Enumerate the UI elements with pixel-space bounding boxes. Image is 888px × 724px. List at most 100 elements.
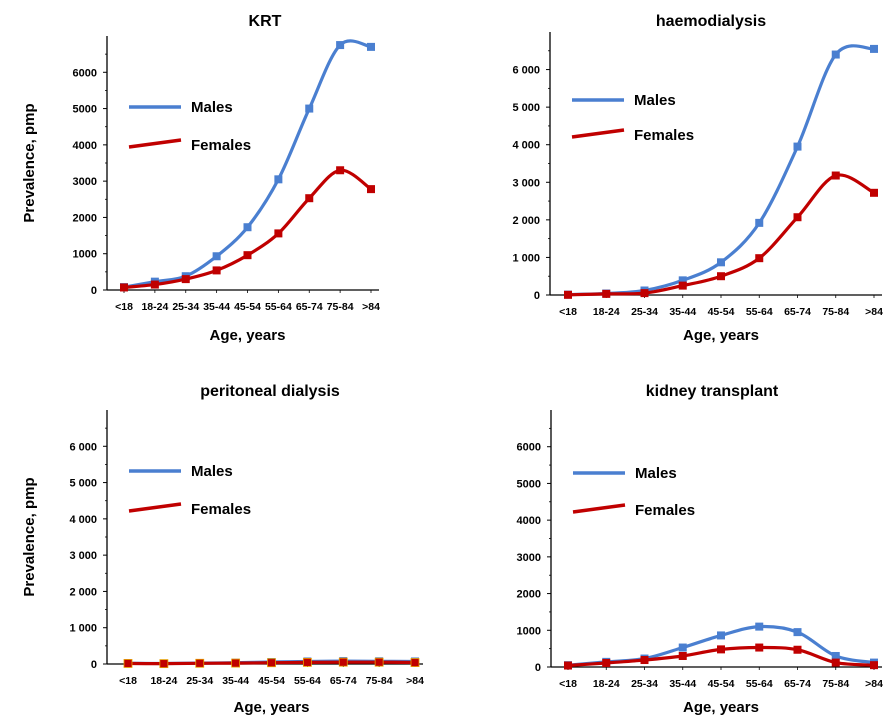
data-point-females — [302, 657, 312, 667]
data-point-females — [793, 213, 802, 222]
y-tick-label: 1 000 — [512, 252, 540, 264]
x-tick-label: 45-54 — [234, 301, 261, 313]
data-point-males — [336, 41, 345, 50]
data-point-females — [212, 266, 221, 275]
data-point-females — [267, 658, 276, 668]
legend-label-males: Males — [634, 92, 676, 109]
data-point-females — [717, 645, 725, 654]
data-point-males — [793, 628, 802, 637]
x-tick-label: >84 — [865, 678, 883, 690]
x-tick-label: >84 — [406, 675, 424, 687]
x-tick-label: 65-74 — [296, 301, 323, 313]
x-axis-label: Age, years — [683, 699, 759, 716]
series-line-males — [567, 44, 875, 297]
x-tick-label: 18-24 — [593, 306, 620, 318]
y-tick-label: 3000 — [517, 552, 541, 564]
y-axis-label: Prevalence, pmp — [21, 103, 38, 222]
x-tick-label: 75-84 — [366, 675, 393, 687]
data-point-females — [243, 251, 252, 260]
panel-3: peritoneal dialysis 0 1 000 2 000 3 000 4 000… — [21, 383, 424, 716]
y-tick-label: 3 000 — [512, 177, 540, 189]
panel-4: kidney transplant 0 1000 2000 3000 4000 5000 60… — [517, 383, 884, 716]
y-tick-label: 3000 — [73, 176, 97, 188]
data-point-females — [678, 651, 687, 660]
y-tick-label: 5 000 — [69, 478, 97, 490]
data-point-females — [159, 659, 169, 669]
x-tick-label: 35-44 — [669, 678, 696, 690]
data-point-females — [120, 283, 128, 292]
y-tick-label: 2000 — [73, 212, 97, 224]
data-point-females — [367, 185, 375, 194]
x-tick-label: >84 — [865, 306, 883, 318]
data-point-females — [195, 658, 205, 668]
y-tick-label: 2 000 — [69, 586, 97, 598]
y-tick-label: 4 000 — [69, 514, 97, 526]
y-tick-label: 6000 — [73, 67, 97, 79]
x-tick-label: 65-74 — [784, 306, 811, 318]
x-tick-label: 18-24 — [150, 675, 177, 687]
x-axis-label: Age, years — [210, 327, 286, 344]
data-point-females — [870, 188, 878, 197]
data-point-males — [678, 643, 687, 652]
data-point-females — [755, 643, 764, 652]
legend-label-females: Females — [634, 127, 694, 144]
y-tick-label: 4000 — [73, 140, 97, 152]
data-point-males — [755, 622, 764, 631]
data-point-males — [831, 50, 840, 59]
x-axis-label: Age, years — [234, 699, 310, 716]
data-point-females — [831, 658, 840, 667]
series-line-males — [123, 39, 372, 289]
x-tick-label: 55-64 — [746, 678, 773, 690]
data-point-females — [717, 272, 725, 281]
x-tick-label: 25-34 — [631, 678, 658, 690]
data-point-females — [338, 657, 348, 667]
panel-2: haemodialysis 0 1 000 2 000 3 000 4 000 5 000 6… — [512, 13, 883, 344]
data-point-females — [564, 661, 572, 670]
data-point-females — [410, 658, 420, 667]
y-tick-label: 0 — [535, 662, 541, 674]
x-tick-label: 45-54 — [708, 306, 735, 318]
data-point-males — [717, 631, 725, 640]
legend-swatch-females — [128, 502, 182, 513]
x-tick-label: 55-64 — [746, 306, 773, 318]
data-point-females — [640, 656, 649, 665]
y-tick-label: 6 000 — [512, 65, 540, 77]
legend-label-females: Females — [635, 502, 695, 519]
data-point-males — [678, 276, 687, 285]
data-point-males — [870, 44, 878, 53]
y-tick-label: 1000 — [517, 625, 541, 637]
chart-title: peritoneal dialysis — [200, 383, 340, 400]
data-point-males — [274, 175, 283, 184]
chart-title: KRT — [249, 13, 282, 30]
y-tick-label: 6000 — [517, 442, 541, 454]
x-tick-label: <18 — [115, 301, 133, 313]
data-point-females — [274, 229, 283, 238]
x-tick-label: 45-54 — [258, 675, 285, 687]
x-tick-label: 75-84 — [822, 678, 849, 690]
y-tick-label: 2 000 — [512, 215, 540, 227]
x-tick-label: 25-34 — [186, 675, 213, 687]
x-tick-label: 25-34 — [631, 306, 658, 318]
legend-label-males: Males — [191, 463, 233, 480]
data-point-males — [793, 142, 802, 151]
data-point-females — [305, 194, 314, 203]
data-point-females — [123, 659, 133, 668]
x-tick-label: 35-44 — [222, 675, 249, 687]
y-tick-label: 5 000 — [512, 102, 540, 114]
data-point-females — [150, 280, 159, 289]
x-tick-label: 18-24 — [593, 678, 620, 690]
data-point-females — [602, 658, 611, 667]
data-point-males — [831, 651, 840, 660]
x-axis-label: Age, years — [683, 327, 759, 344]
data-point-males — [212, 252, 221, 261]
legend-label-males: Males — [191, 99, 233, 116]
legend-swatch-females — [128, 138, 182, 149]
x-tick-label: 18-24 — [141, 301, 168, 313]
legend-label-females: Females — [191, 501, 251, 518]
data-point-females — [831, 171, 840, 180]
data-point-females — [678, 281, 687, 290]
legend-swatch-females — [572, 503, 626, 514]
y-tick-label: 5000 — [517, 478, 541, 490]
y-tick-label: 1 000 — [69, 623, 97, 635]
